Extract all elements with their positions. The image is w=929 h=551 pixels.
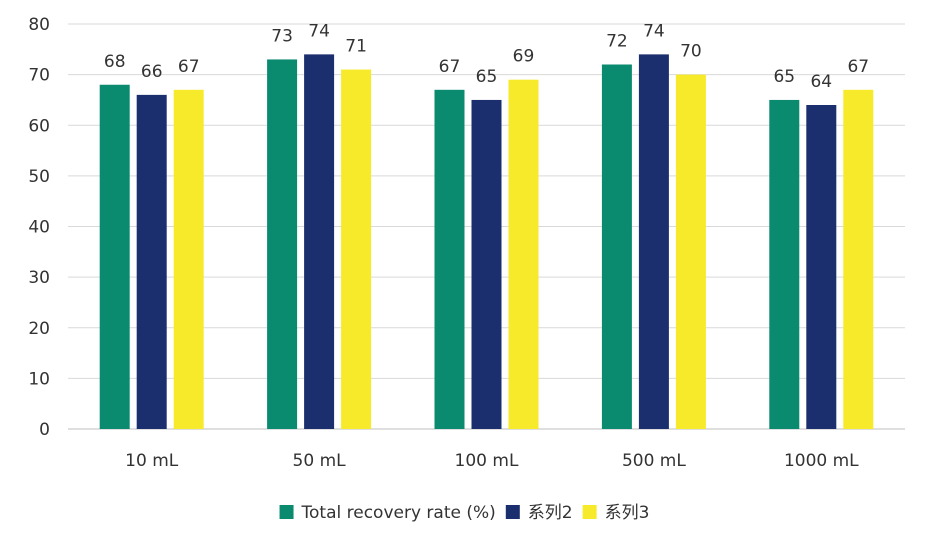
data-label: 66 (141, 62, 163, 82)
bar-1-500mL (601, 64, 632, 429)
data-label: 72 (606, 32, 628, 52)
bar-2-50mL (304, 54, 335, 429)
bar-3-500mL (675, 74, 706, 429)
bar-1-1000mL (769, 99, 800, 429)
y-tick-label: 40 (28, 218, 50, 238)
bar-3-100mL (508, 79, 539, 429)
data-label: 74 (308, 21, 330, 41)
x-tick-label: 1000 mL (784, 451, 859, 471)
data-label: 67 (439, 57, 461, 77)
bar-1-100mL (434, 89, 465, 429)
data-label: 73 (271, 26, 293, 46)
x-tick-label: 500 mL (622, 451, 686, 471)
bar-2-500mL (638, 54, 669, 429)
bars (99, 54, 874, 429)
y-tick-label: 70 (28, 66, 50, 86)
legend-swatch-2 (505, 505, 520, 519)
data-label: 71 (345, 37, 367, 57)
legend: Total recovery rate (%) 系列2 系列3 (279, 503, 650, 523)
y-tick-label: 0 (39, 420, 50, 440)
x-tick-label: 50 mL (293, 451, 347, 471)
y-tick-label: 20 (28, 319, 50, 339)
y-tick-label: 50 (28, 167, 50, 187)
legend-swatch-1 (279, 505, 294, 519)
legend-label-3: 系列3 (605, 503, 650, 523)
data-label: 70 (680, 42, 702, 62)
x-tick-label: 100 mL (455, 451, 519, 471)
y-axis: 0 10 20 30 40 50 60 70 80 (28, 15, 50, 440)
y-tick-label: 10 (28, 369, 50, 389)
bar-3-50mL (341, 69, 372, 429)
data-label: 65 (476, 67, 498, 87)
data-labels: 68 66 67 73 74 71 67 65 69 72 74 70 65 64 67 (104, 21, 869, 92)
bar-2-1000mL (806, 105, 837, 429)
data-label: 68 (104, 52, 126, 72)
y-tick-label: 60 (28, 116, 50, 136)
legend-swatch-3 (582, 505, 597, 519)
data-label: 67 (847, 57, 869, 77)
bar-3-1000mL (843, 89, 874, 429)
data-label: 67 (178, 57, 200, 77)
x-tick-label: 10 mL (125, 451, 179, 471)
y-tick-label: 80 (28, 15, 50, 35)
legend-label-2: 系列2 (528, 503, 573, 523)
bar-2-100mL (471, 99, 502, 429)
bar-1-10mL (99, 84, 130, 429)
y-tick-label: 30 (28, 268, 50, 288)
data-label: 64 (810, 72, 832, 92)
data-label: 74 (643, 21, 665, 41)
bar-1-50mL (267, 59, 298, 429)
data-label: 69 (513, 47, 535, 67)
x-axis: 10 mL 50 mL 100 mL 500 mL 1000 mL (68, 428, 905, 471)
data-label: 65 (773, 67, 795, 87)
bar-2-10mL (136, 94, 167, 429)
bar-3-10mL (173, 89, 204, 429)
legend-label-1: Total recovery rate (%) (301, 503, 496, 523)
